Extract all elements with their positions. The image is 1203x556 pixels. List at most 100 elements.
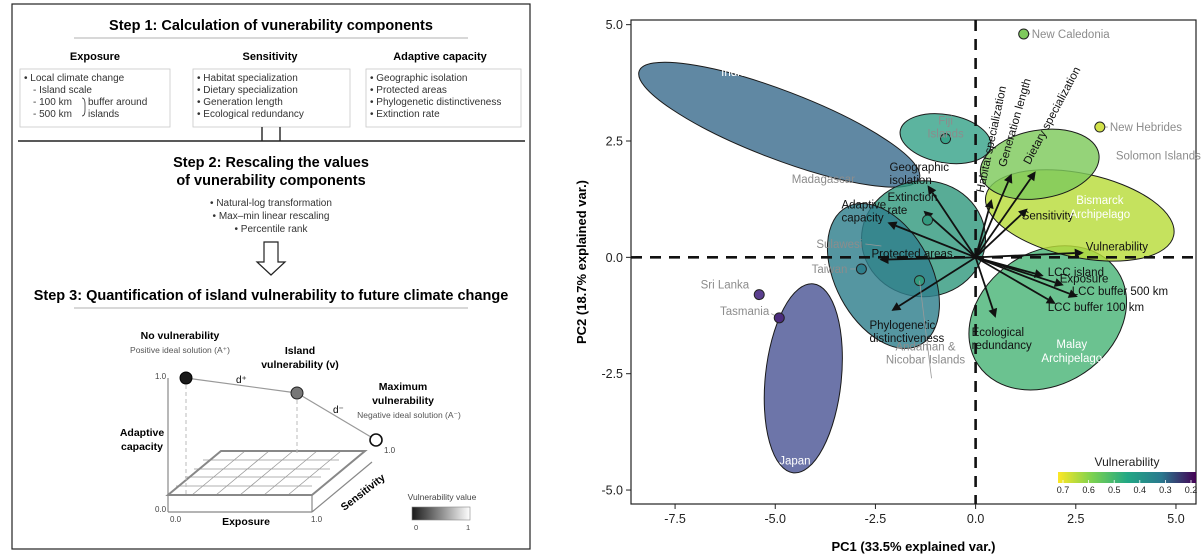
island-point: [753, 289, 765, 301]
down-arrow-icon: [255, 241, 287, 276]
island-point-label: Taiwan: [812, 264, 848, 276]
zero-lines: [631, 20, 1196, 504]
legend-tick-label: 0.3: [1159, 485, 1172, 495]
no-vulnerability-point: [179, 371, 193, 385]
loading-label-line: redundancy: [972, 340, 1032, 352]
loading-label: Protected areas: [871, 249, 952, 261]
exposure-item: islands: [88, 109, 119, 120]
exposure-item: • Local climate change: [24, 73, 125, 84]
group-label: Bismarck Archipelago: [1069, 195, 1130, 221]
loading-arrow-shaft: [975, 256, 1049, 301]
loading-label-line: Phylogenetic: [869, 320, 935, 332]
x-tick-label: -5.0: [764, 512, 786, 526]
loading-label-line: distinctiveness: [869, 333, 944, 345]
island-point-label-line: Fiji: [938, 116, 953, 128]
group-label: Malay Archipelago: [1041, 339, 1102, 365]
loading-arrow-head: [1018, 208, 1028, 218]
exposure-item: - 100 km: [33, 97, 72, 108]
island-point: [940, 133, 952, 145]
island-point-label-line: Nicobar Islands: [886, 355, 966, 367]
loading-arrow-shaft: [974, 207, 991, 258]
tick-exposure-0: 0.0: [170, 515, 182, 524]
x-tick-label: 2.5: [1067, 512, 1084, 526]
d-plus-label: d⁺: [236, 375, 247, 386]
max-vulnerability-title-line2: vulnerability: [372, 395, 434, 407]
loading-arrow-shaft: [931, 192, 977, 258]
group-label-line: Indies: [721, 67, 752, 79]
legend-colorbar: [1058, 472, 1196, 483]
loading-arrow-head: [1074, 248, 1084, 258]
loading-label-line: rate: [888, 205, 908, 217]
step3-title: Step 3: Quantification of island vulnera…: [34, 288, 509, 304]
group-label-line: Bismarck: [1076, 195, 1124, 207]
y-tick-label: -2.5: [601, 367, 623, 381]
loading-label: LCC island: [1048, 267, 1104, 279]
sensitivity-item: • Ecological redundancy: [197, 109, 304, 120]
x-tick-label: -2.5: [865, 512, 887, 526]
x-tick-label: 0.0: [967, 512, 984, 526]
island-point: [1018, 28, 1030, 40]
x-tick-label: -7.5: [664, 512, 686, 526]
left-panel-frame: [11, 3, 531, 550]
loading-arrow-head: [1067, 289, 1078, 298]
loading-arrow-shaft: [895, 224, 976, 259]
vulnerability-scale-min: 0: [414, 523, 418, 532]
loading-label-line: Adaptive: [841, 199, 886, 211]
group-label-line: Archipelago: [1041, 353, 1102, 365]
loading-arrow-shaft: [888, 256, 976, 261]
d-minus-label: d⁻: [333, 405, 344, 416]
exposure-item: buffer around: [88, 97, 147, 108]
loading-arrow-head: [1053, 278, 1064, 287]
group-label-leader: [865, 243, 882, 247]
group-labels: West Indies Japan Bismarck Archipelago Solomo…: [721, 53, 1201, 468]
island-vulnerability-point: [290, 386, 304, 400]
island-point-label: Tasmania: [720, 306, 770, 318]
loading-label-line: Ecological: [972, 327, 1024, 339]
sensitivity-item: • Dietary specialization: [197, 85, 298, 96]
loading-arrow-head: [887, 221, 898, 230]
loading-label: Phylogenetic distinctiveness: [869, 320, 944, 345]
island-points: New Caledonia New Hebrides Fiji Islands Sri …: [701, 28, 1182, 379]
step2-item: • Natural-log transformation: [210, 198, 332, 209]
cube-floor: [165, 450, 368, 496]
loading-label: Geographic isolation: [890, 162, 950, 187]
adaptive-item: • Extinction rate: [370, 109, 440, 120]
island-point: [922, 214, 934, 226]
island-point-label: Fiji Islands: [927, 116, 964, 141]
island-point-label: New Hebrides: [1110, 122, 1182, 134]
loading-arrow-head: [988, 307, 998, 318]
vulnerability-scale-bar: [411, 506, 471, 521]
axis-ticks: -7.5 -5.0 -2.5 0.0 2.5 5.0 5.0 2.5 0.0 -2.5 -5.0: [601, 18, 1184, 526]
group-ellipse: [638, 61, 921, 188]
group-label-line: West: [721, 53, 748, 65]
legend-title: Vulnerability: [1095, 455, 1160, 469]
island-point-label: New Caledonia: [1032, 29, 1111, 41]
legend-tick-label: 0.4: [1134, 485, 1147, 495]
adaptive-capacity-axis-label-line2: capacity: [121, 441, 163, 453]
loading-arrow-head: [1026, 171, 1036, 182]
loading-arrow-shaft: [898, 256, 977, 307]
max-vulnerability-subtitle: Negative ideal solution (A⁻): [357, 410, 461, 420]
loading-label: Vulnerability: [1086, 242, 1148, 254]
group-label: Madagascar: [792, 174, 855, 186]
vulnerability-scale-max: 1: [466, 523, 470, 532]
loading-arrow-shaft: [975, 256, 1070, 295]
island-vulnerability-title-line2: vulnerability (v): [261, 359, 339, 371]
loading-arrow-shaft: [974, 257, 994, 310]
adaptive-capacity-heading: Adaptive capacity: [393, 51, 487, 63]
group-ellipse: [763, 283, 843, 474]
no-vulnerability-title: No vulnerability: [141, 330, 220, 342]
loading-label-line: Extinction: [888, 192, 938, 204]
max-vulnerability-point: [369, 433, 383, 447]
y-axis-label: PC2 (18.7% explained var.): [574, 180, 589, 344]
loading-label: Adaptive capacity: [841, 199, 886, 224]
vulnerability-scale-title: Vulnerability value: [408, 492, 477, 502]
tick-exposure-1: 1.0: [311, 515, 323, 524]
step1-title: Step 1: Calculation of vunerability comp…: [109, 18, 433, 34]
tick-adaptive-1: 1.0: [155, 372, 167, 381]
exposure-item: - 500 km: [33, 109, 72, 120]
cube-guides: [185, 378, 298, 495]
y-tick-label: 0.0: [606, 251, 623, 265]
island-point-label: Andaman & Nicobar Islands: [886, 342, 966, 367]
